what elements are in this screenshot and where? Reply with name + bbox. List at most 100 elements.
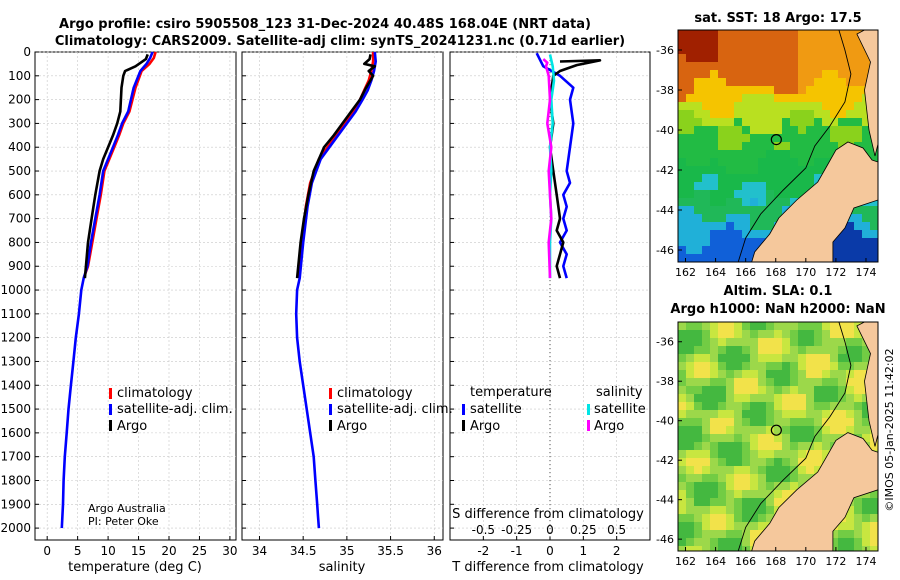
- map-cell: [830, 78, 838, 86]
- map-cell: [766, 118, 774, 126]
- map-cell: [870, 230, 878, 238]
- sla-map-title-line1: Altim. SLA: 0.1: [724, 284, 833, 299]
- map-cell: [734, 402, 742, 410]
- map-cell: [742, 450, 750, 458]
- map-cell: [710, 174, 718, 182]
- map-cell: [694, 362, 702, 370]
- map-cell: [798, 330, 806, 338]
- map-cell: [710, 198, 718, 206]
- map-cell: [734, 78, 742, 86]
- map-cell: [830, 322, 838, 330]
- map-cell: [734, 62, 742, 70]
- map-cell: [678, 322, 686, 330]
- map-frame: [677, 321, 879, 552]
- map-cell: [750, 238, 758, 246]
- map-cell: [846, 378, 854, 386]
- map-cell: [790, 450, 798, 458]
- map-cell: [718, 230, 726, 238]
- map-cell: [814, 62, 822, 70]
- map-cell: [758, 402, 766, 410]
- map-cell: [710, 150, 718, 158]
- map-cell: [774, 182, 782, 190]
- map-cell: [750, 62, 758, 70]
- map-cell: [766, 214, 774, 222]
- map-cell: [750, 506, 758, 514]
- map-cell: [830, 142, 838, 150]
- x-tick-label: 172: [825, 555, 846, 568]
- map-cell: [742, 126, 750, 134]
- credit-line2: PI: Peter Oke: [88, 515, 159, 528]
- map-cell: [782, 410, 790, 418]
- map-cell: [694, 426, 702, 434]
- map-cell: [758, 442, 766, 450]
- map-cell: [806, 426, 814, 434]
- map-cell: [766, 134, 774, 142]
- map-cell: [678, 522, 686, 530]
- map-cell: [710, 166, 718, 174]
- map-cell: [782, 70, 790, 78]
- map-cell: [750, 110, 758, 118]
- x-tick-label: -1: [511, 544, 523, 558]
- map-cell: [686, 546, 694, 551]
- map-cell: [710, 426, 718, 434]
- map-cell: [702, 246, 710, 254]
- map-cell: [774, 338, 782, 346]
- map-cell: [734, 230, 742, 238]
- map-cell: [766, 394, 774, 402]
- legend-label-s-argo: Argo: [594, 419, 624, 434]
- map-cell: [806, 378, 814, 386]
- map-cell: [742, 490, 750, 498]
- map-cell: [766, 78, 774, 86]
- map-cell: [694, 322, 702, 330]
- map-cell: [774, 458, 782, 466]
- map-cell: [838, 62, 846, 70]
- map-cell: [758, 490, 766, 498]
- map-cell: [782, 450, 790, 458]
- x-tick-label: 174: [855, 555, 876, 568]
- map-cell: [702, 254, 710, 262]
- y-tick-label: 1400: [0, 378, 31, 392]
- map-cell: [806, 102, 814, 110]
- map-cell: [822, 38, 830, 46]
- map-cell: [766, 198, 774, 206]
- map-cell: [822, 158, 830, 166]
- map-cell: [830, 246, 838, 254]
- map-cell: [750, 354, 758, 362]
- map-cell: [710, 206, 718, 214]
- map-cell: [766, 158, 774, 166]
- map-cell: [694, 514, 702, 522]
- map-cell: [718, 182, 726, 190]
- map-cell: [734, 450, 742, 458]
- map-cell: [734, 362, 742, 370]
- map-cell: [702, 54, 710, 62]
- map-cell: [734, 86, 742, 94]
- map-cell: [838, 538, 846, 546]
- map-cell: [798, 174, 806, 182]
- map-cell: [718, 38, 726, 46]
- map-cell: [798, 54, 806, 62]
- map-cell: [686, 86, 694, 94]
- map-cell: [774, 70, 782, 78]
- map-cell: [710, 514, 718, 522]
- map-cell: [702, 482, 710, 490]
- map-cell: [718, 142, 726, 150]
- map-cell: [798, 142, 806, 150]
- map-cell: [686, 514, 694, 522]
- map-cell: [854, 402, 862, 410]
- map-cell: [742, 150, 750, 158]
- map-cell: [702, 418, 710, 426]
- map-cell: [862, 346, 870, 354]
- map-cell: [846, 338, 854, 346]
- map-cell: [742, 142, 750, 150]
- map-cell: [822, 30, 830, 38]
- map-cell: [718, 30, 726, 38]
- map-cell: [694, 94, 702, 102]
- legend-label-s-satellite: satellite: [594, 402, 646, 417]
- map-cell: [766, 38, 774, 46]
- map-cell: [742, 70, 750, 78]
- map-cell: [686, 54, 694, 62]
- map-cell: [718, 498, 726, 506]
- map-cell: [822, 378, 830, 386]
- x-tick-label: 35: [339, 544, 354, 558]
- map-cell: [686, 158, 694, 166]
